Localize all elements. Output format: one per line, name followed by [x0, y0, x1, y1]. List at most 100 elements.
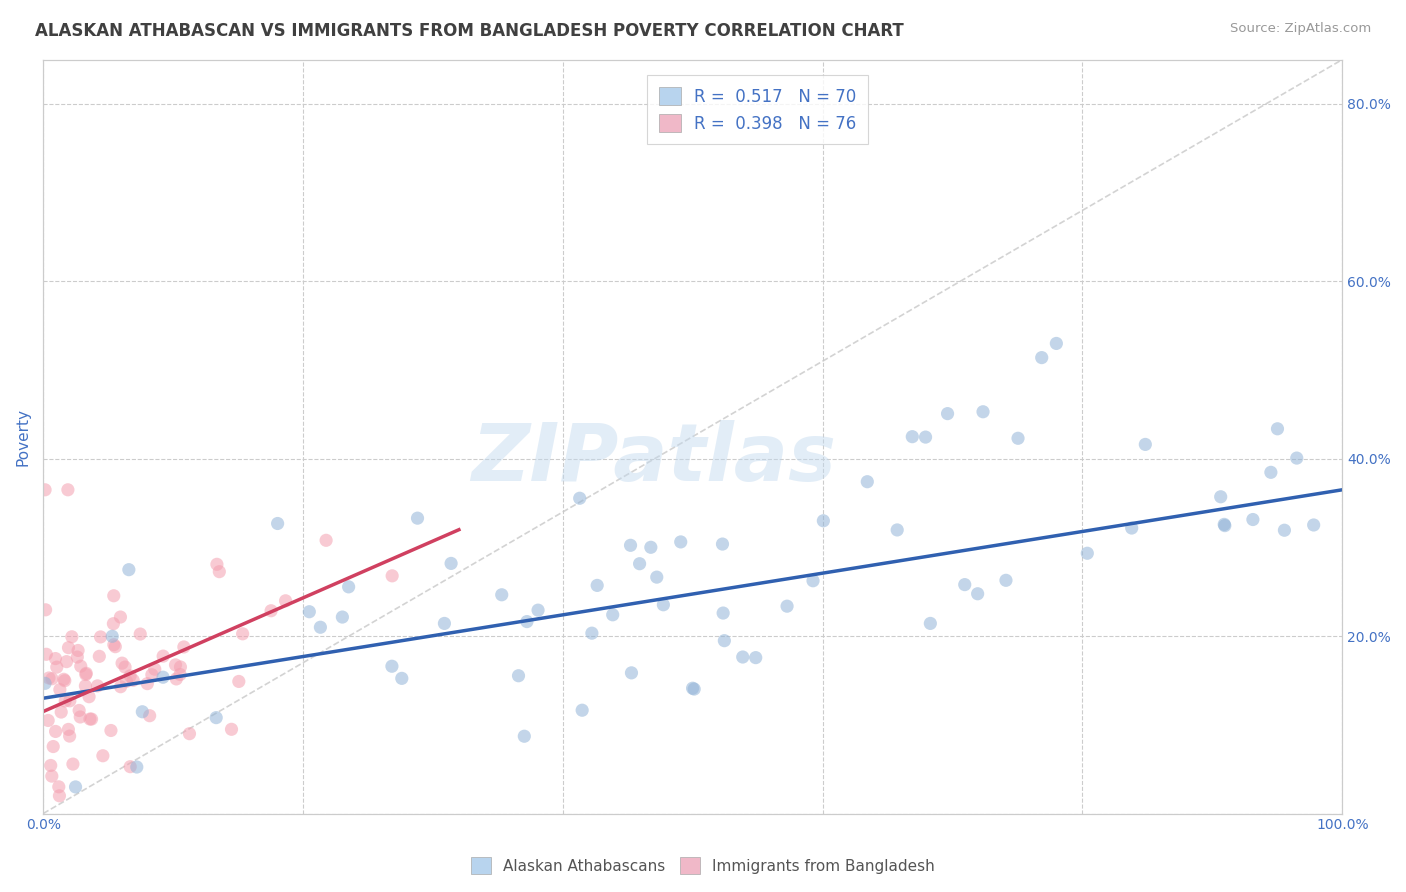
Point — [1213, 517, 1236, 532]
Point — [391, 671, 413, 685]
Point — [59, 729, 82, 743]
Point — [274, 594, 297, 608]
Point — [38, 671, 60, 685]
Point — [179, 727, 201, 741]
Point — [332, 610, 354, 624]
Point — [228, 674, 250, 689]
Point — [52, 673, 75, 687]
Point — [125, 760, 148, 774]
Point — [628, 557, 651, 571]
Point — [104, 640, 127, 654]
Point — [120, 760, 142, 774]
Point — [110, 680, 132, 694]
Point — [1241, 512, 1264, 526]
Point — [516, 615, 538, 629]
Point — [205, 558, 228, 572]
Point — [79, 712, 101, 726]
Point — [45, 660, 67, 674]
Point — [1213, 518, 1236, 533]
Point — [75, 679, 97, 693]
Point — [856, 475, 879, 489]
Point — [69, 659, 91, 673]
Point — [53, 694, 76, 708]
Point — [111, 656, 134, 670]
Text: Source: ZipAtlas.com: Source: ZipAtlas.com — [1230, 22, 1371, 36]
Point — [571, 703, 593, 717]
Point — [42, 739, 65, 754]
Point — [100, 723, 122, 738]
Point — [51, 705, 73, 719]
Point — [602, 607, 624, 622]
Point — [901, 430, 924, 444]
Point — [620, 665, 643, 680]
Point — [266, 516, 288, 531]
Point — [309, 620, 332, 634]
Point — [1274, 523, 1296, 537]
Y-axis label: Poverty: Poverty — [15, 408, 30, 466]
Point — [1007, 431, 1029, 445]
Point — [513, 729, 536, 743]
Point — [91, 748, 114, 763]
Point — [920, 616, 942, 631]
Point — [56, 483, 79, 497]
Point — [208, 565, 231, 579]
Point — [337, 580, 360, 594]
Point — [118, 563, 141, 577]
Point — [581, 626, 603, 640]
Point — [1031, 351, 1053, 365]
Point — [75, 667, 97, 681]
Point — [60, 630, 83, 644]
Point — [58, 640, 80, 655]
Point — [34, 483, 56, 497]
Point — [169, 660, 191, 674]
Point — [221, 723, 243, 737]
Point — [90, 630, 112, 644]
Point — [67, 643, 90, 657]
Point — [138, 708, 160, 723]
Point — [66, 650, 89, 665]
Point — [45, 724, 67, 739]
Point — [669, 535, 692, 549]
Point — [232, 627, 254, 641]
Text: ALASKAN ATHABASCAN VS IMMIGRANTS FROM BANGLADESH POVERTY CORRELATION CHART: ALASKAN ATHABASCAN VS IMMIGRANTS FROM BA… — [35, 22, 904, 40]
Point — [936, 407, 959, 421]
Point — [169, 667, 191, 681]
Point — [713, 633, 735, 648]
Point — [65, 780, 87, 794]
Point — [173, 640, 195, 654]
Point — [776, 599, 799, 614]
Point — [731, 650, 754, 665]
Point — [652, 598, 675, 612]
Point — [89, 649, 111, 664]
Point — [586, 578, 609, 592]
Point — [62, 757, 84, 772]
Point — [1285, 451, 1308, 466]
Point — [682, 681, 704, 696]
Legend: Alaskan Athabascans, Immigrants from Bangladesh: Alaskan Athabascans, Immigrants from Ban… — [464, 851, 942, 880]
Point — [165, 672, 187, 686]
Point — [143, 662, 166, 676]
Point — [129, 627, 152, 641]
Point — [152, 649, 174, 664]
Point — [683, 681, 706, 696]
Text: ZIPatlas: ZIPatlas — [471, 420, 837, 499]
Point — [1260, 466, 1282, 480]
Point — [69, 710, 91, 724]
Point — [527, 603, 550, 617]
Point — [35, 648, 58, 662]
Point — [86, 679, 108, 693]
Point — [110, 610, 132, 624]
Point — [711, 606, 734, 620]
Point — [115, 674, 138, 689]
Point — [315, 533, 337, 548]
Point — [205, 711, 228, 725]
Point — [406, 511, 429, 525]
Point — [711, 537, 734, 551]
Point — [41, 672, 63, 686]
Point — [165, 657, 187, 672]
Point — [39, 758, 62, 772]
Point — [972, 405, 994, 419]
Legend: R =  0.517   N = 70, R =  0.398   N = 76: R = 0.517 N = 70, R = 0.398 N = 76 — [647, 76, 868, 145]
Point — [103, 638, 125, 652]
Point — [53, 673, 76, 688]
